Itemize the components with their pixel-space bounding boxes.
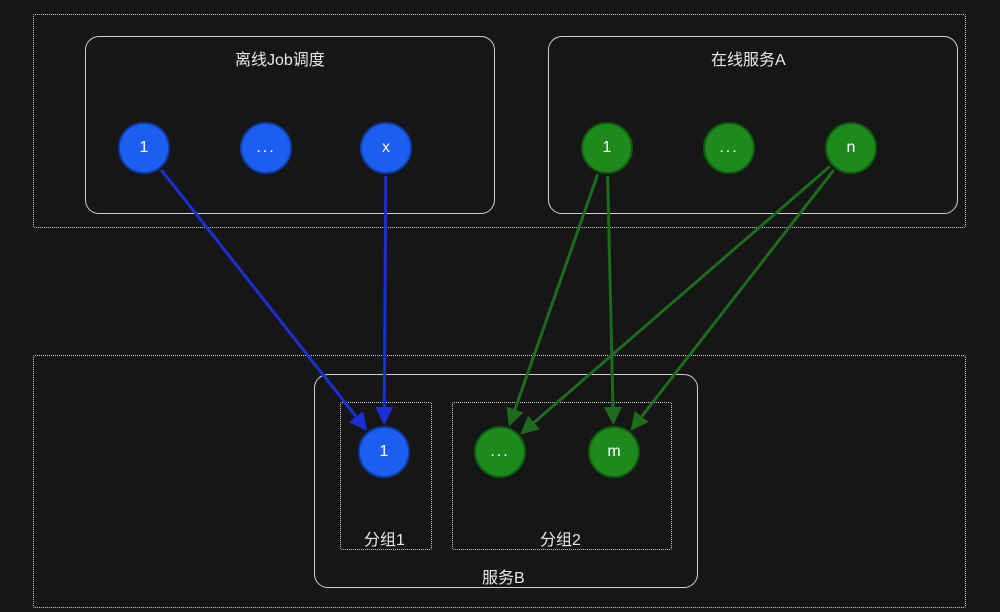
node-label: m bbox=[607, 443, 620, 461]
online-service-a-title: 在线服务A bbox=[711, 46, 786, 70]
node-label: ... bbox=[490, 443, 509, 461]
online-node-n: n bbox=[825, 122, 877, 174]
node-label: 1 bbox=[140, 139, 149, 157]
node-label: n bbox=[847, 139, 856, 157]
online-node-1: 1 bbox=[581, 122, 633, 174]
offline-node-1: 1 bbox=[118, 122, 170, 174]
service-b-node-ellipsis: ... bbox=[474, 426, 526, 478]
service-b-node-m: m bbox=[588, 426, 640, 478]
node-label: 1 bbox=[380, 443, 389, 461]
group2-title: 分组2 bbox=[540, 526, 581, 550]
service-b-title: 服务B bbox=[482, 564, 525, 588]
node-label: ... bbox=[719, 139, 738, 157]
online-node-ellipsis: ... bbox=[703, 122, 755, 174]
service-b-node-1: 1 bbox=[358, 426, 410, 478]
group1-title: 分组1 bbox=[364, 526, 405, 550]
offline-job-title: 离线Job调度 bbox=[235, 46, 325, 70]
node-label: x bbox=[382, 139, 390, 157]
node-label: ... bbox=[256, 139, 275, 157]
offline-node-ellipsis: ... bbox=[240, 122, 292, 174]
offline-node-x: x bbox=[360, 122, 412, 174]
node-label: 1 bbox=[603, 139, 612, 157]
